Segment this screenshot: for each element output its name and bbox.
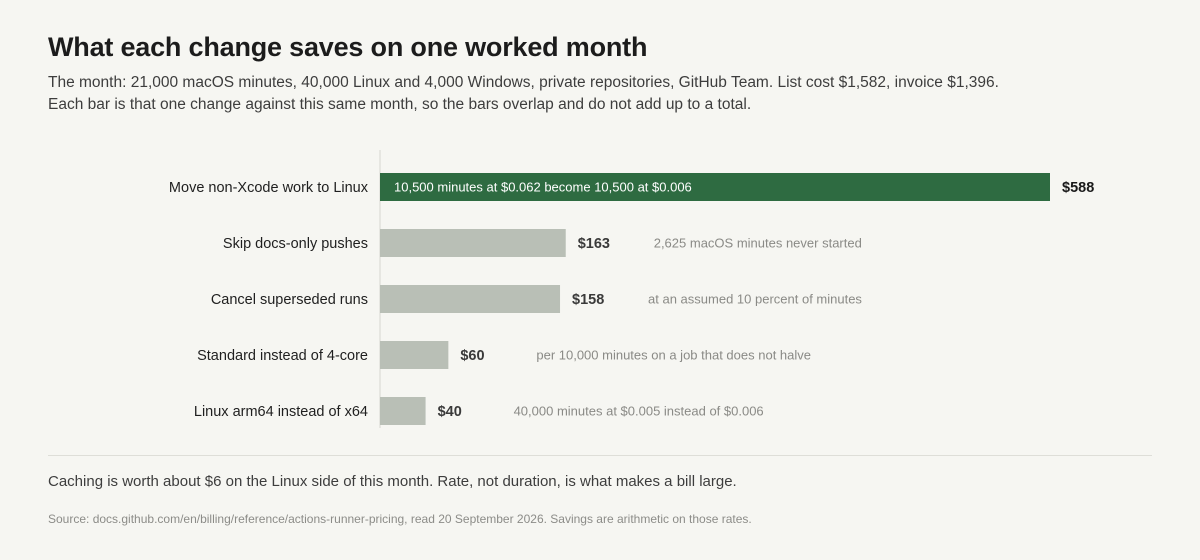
category-label: Linux arm64 instead of x64: [194, 404, 368, 420]
bar: [380, 341, 449, 369]
category-label: Move non-Xcode work to Linux: [169, 180, 369, 196]
chart-source: Source: docs.github.com/en/billing/refer…: [48, 512, 752, 526]
footer-divider: [48, 455, 1152, 456]
category-label: Skip docs-only pushes: [223, 236, 368, 252]
bar-annotation: 40,000 minutes at $0.005 instead of $0.0…: [514, 404, 764, 419]
chart-footnote: Caching is worth about $6 on the Linux s…: [48, 473, 737, 490]
bar-annotation: 2,625 macOS minutes never started: [654, 236, 862, 251]
chart-title: What each change saves on one worked mon…: [48, 32, 648, 62]
chart-subtitle: The month: 21,000 macOS minutes, 40,000 …: [48, 72, 1148, 116]
bar: [380, 229, 566, 257]
bar: [380, 173, 1050, 201]
bar-annotation: at an assumed 10 percent of minutes: [648, 292, 862, 307]
value-label: $158: [572, 292, 604, 308]
subtitle-line-1: The month: 21,000 macOS minutes, 40,000 …: [48, 74, 999, 91]
bar-annotation: per 10,000 minutes on a job that does no…: [536, 348, 811, 363]
bar: [380, 285, 561, 313]
subtitle-line-2: Each bar is that one change against this…: [48, 96, 752, 113]
category-label: Cancel superseded runs: [211, 292, 368, 308]
value-label: $588: [1062, 180, 1094, 196]
value-label: $163: [578, 236, 610, 252]
value-label: $40: [438, 404, 462, 420]
category-label: Standard instead of 4-core: [197, 348, 368, 364]
savings-bar-chart: Move non-Xcode work to Linux $588 10,500 m…: [169, 150, 1094, 428]
value-label: $60: [460, 348, 484, 364]
bar: [380, 397, 426, 425]
bar-annotation: 10,500 minutes at $0.062 become 10,500 a…: [394, 180, 692, 195]
